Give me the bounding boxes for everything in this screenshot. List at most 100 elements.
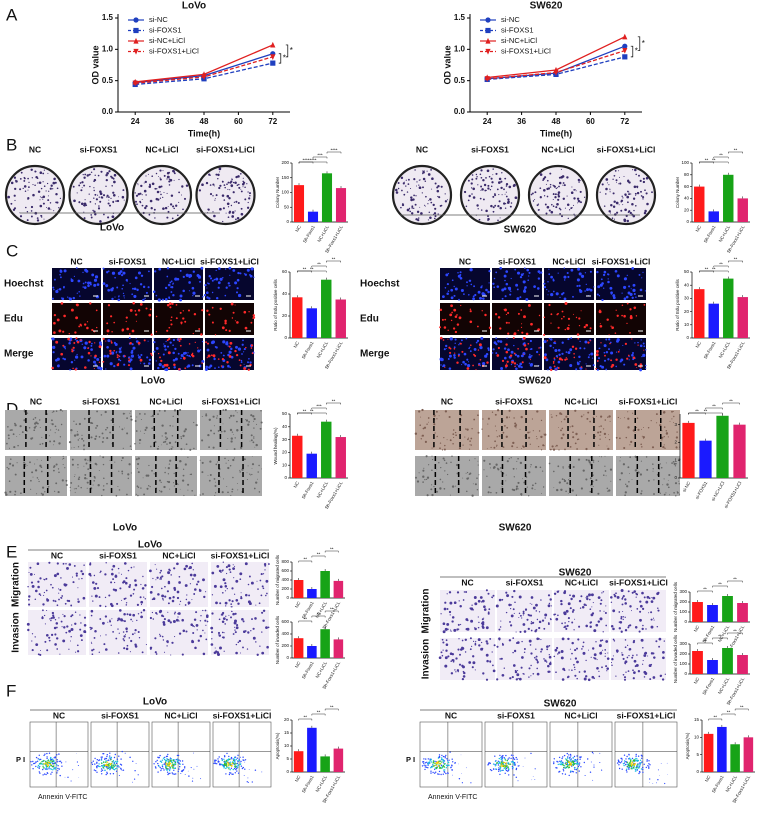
cell-dot <box>538 209 539 210</box>
cell-dot <box>186 355 188 357</box>
cell-dot <box>220 308 222 310</box>
cell-dot <box>612 609 615 612</box>
cell-dot <box>605 653 606 654</box>
cell-dot <box>511 278 512 279</box>
cell-dot <box>518 313 520 315</box>
cell-dot <box>537 619 538 620</box>
cell-dot <box>215 198 216 199</box>
cell-dot <box>664 478 665 479</box>
cell-dot <box>676 431 677 432</box>
cell-dot <box>151 470 153 472</box>
cell-dot <box>237 489 238 490</box>
cell-dot <box>510 604 512 606</box>
cell-dot <box>504 309 505 310</box>
cell-dot <box>109 352 111 354</box>
cell-dot <box>593 486 594 487</box>
cell-dot <box>506 594 509 597</box>
cell-dot <box>637 344 638 345</box>
cell-dot <box>141 604 142 605</box>
cell-dot <box>53 600 55 602</box>
cell-dot <box>227 588 228 589</box>
cell-dot <box>441 651 443 653</box>
significance: ** <box>303 617 307 622</box>
cell-dot <box>134 778 135 779</box>
cell-dot <box>41 188 42 189</box>
cell-dot <box>544 614 547 617</box>
cell-dot <box>86 478 87 479</box>
cell-dot <box>605 612 607 614</box>
cell-dot <box>581 487 583 489</box>
cell-dot <box>263 610 265 612</box>
cell-dot <box>578 181 580 183</box>
cell-dot <box>129 584 131 586</box>
cell-dot <box>554 342 556 344</box>
cell-dot <box>84 474 86 476</box>
cell-dot <box>167 590 169 592</box>
cell-dot <box>28 595 30 597</box>
event-dot <box>37 761 38 762</box>
cell-dot <box>160 491 162 493</box>
cell-dot <box>548 269 549 270</box>
cell-dot <box>495 352 497 354</box>
cell-dot <box>253 277 254 278</box>
cell-dot <box>60 353 63 356</box>
cell-dot <box>155 651 157 653</box>
cell-dot <box>576 495 577 496</box>
cell-dot <box>245 327 248 330</box>
cell-dot <box>122 770 123 771</box>
cell-dot <box>638 175 640 177</box>
chart-title: SW620 <box>530 1 563 12</box>
cell-dot <box>205 368 208 371</box>
cell-dot <box>605 419 607 421</box>
cell-dot <box>203 596 205 598</box>
cell-dot <box>150 309 152 311</box>
cell-dot <box>222 194 225 197</box>
cell-dot <box>172 596 174 598</box>
cell-dot <box>184 321 186 323</box>
cell-dot <box>605 437 606 438</box>
cell-dot <box>247 191 248 192</box>
event-dot <box>39 759 40 760</box>
cell-dot <box>166 330 168 332</box>
cell-dot <box>531 621 532 622</box>
cell-dot <box>491 178 493 180</box>
cell-dot <box>491 186 493 188</box>
cell-dot <box>535 648 536 649</box>
cell-dot <box>610 351 613 354</box>
cell-dot <box>498 316 500 318</box>
cell-dot <box>448 290 450 292</box>
cell-dot <box>525 609 527 611</box>
cell-dot <box>51 423 52 424</box>
cell-dot <box>129 413 130 414</box>
y-axis-label: Number of invaded cells <box>275 615 280 664</box>
cell-dot <box>66 625 68 627</box>
cell-dot <box>496 646 498 648</box>
legend-marker <box>485 28 490 33</box>
x-tick-label: 24 <box>131 117 140 126</box>
cell-dot <box>260 410 261 411</box>
cell-dot <box>135 420 137 422</box>
cell-dot <box>29 461 31 463</box>
cell-dot <box>576 285 578 287</box>
cell-dot <box>650 611 652 613</box>
cell-dot <box>607 491 608 492</box>
cell-dot <box>578 458 580 460</box>
cell-dot <box>225 590 226 591</box>
cell-dot <box>212 340 215 343</box>
cell-dot <box>505 592 507 594</box>
cell-dot <box>503 188 505 190</box>
cell-dot <box>637 192 639 194</box>
cell-dot <box>84 323 86 325</box>
cell-dot <box>235 410 236 411</box>
cell-dot <box>611 326 614 329</box>
image-tile <box>70 456 132 497</box>
cell-dot <box>640 493 642 495</box>
cell-dot <box>604 271 607 274</box>
cell-dot <box>517 670 518 671</box>
cell-dot <box>615 332 617 334</box>
cell-dot <box>647 655 648 656</box>
cell-dot <box>74 447 75 448</box>
cell-dot <box>235 346 238 349</box>
cell-dot <box>488 282 489 283</box>
cell-dot <box>622 197 623 198</box>
